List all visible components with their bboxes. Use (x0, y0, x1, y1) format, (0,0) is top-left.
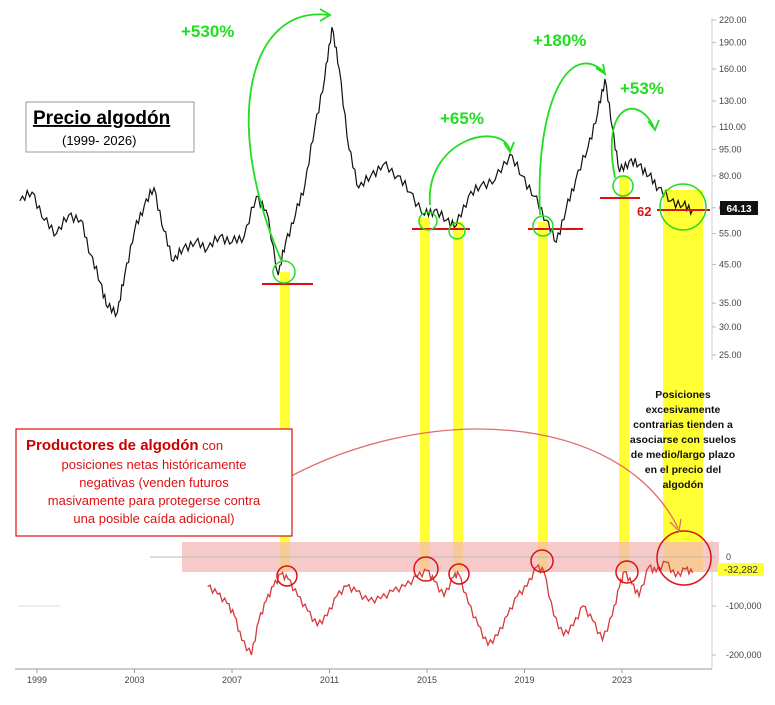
gain-label: +530% (181, 22, 234, 41)
current-position-box (718, 563, 764, 576)
position-circle (448, 563, 470, 585)
highlight-column (663, 190, 703, 572)
position-points (208, 562, 693, 655)
gain-label: +180% (533, 31, 586, 50)
gain-label: +65% (440, 109, 484, 128)
position-tick-label: 0 (726, 552, 731, 562)
annotation-line: algodón (663, 479, 704, 491)
gain-arrow-180-head (595, 63, 607, 76)
x-tick-label: 2011 (320, 675, 339, 685)
annotation-line: de medio/largo plazo (631, 449, 735, 461)
highlight-column (280, 272, 290, 572)
producers-line-2: posiciones netas históricamente (62, 457, 247, 472)
position-circle (413, 556, 439, 582)
producers-highlight: Productores de algodón (26, 437, 199, 454)
gain-arrow-65-head (503, 141, 515, 154)
price-tick-label: 130.00 (719, 96, 747, 106)
price-tick-label: 190.00 (719, 38, 747, 48)
current-price-label: 64.13 (726, 204, 751, 215)
position-circle (530, 549, 554, 573)
x-tick-label: 2003 (124, 675, 144, 685)
support-lines (262, 197, 710, 285)
position-circle (656, 530, 712, 586)
producers-line-3: negativas (venden futuros (79, 475, 229, 490)
producers-line-5: una posible caída adicional) (73, 511, 234, 526)
price-tick-label: 25.00 (719, 350, 742, 360)
price-tick-label: 110.00 (719, 122, 746, 132)
bottom-circle (418, 211, 438, 231)
price-tick-label: 80.00 (719, 171, 742, 181)
price-tick-label: 30.00 (719, 322, 742, 332)
support-label: 62 (637, 204, 651, 219)
highlight-column (453, 222, 463, 572)
price-tick-label: 95.00 (719, 144, 742, 154)
producers-line-1: Productores de algodón con (26, 437, 223, 454)
highlight-column (420, 218, 430, 572)
producers-arrow (274, 428, 679, 529)
annotation-line: asociarse con suelos (630, 434, 736, 446)
producers-line-4: masivamente para protegerse contra (48, 493, 261, 508)
gain-arrow-530-head (319, 8, 332, 22)
gain-arrow-53-head (647, 119, 660, 132)
producers-arrow-head (669, 518, 682, 533)
contrarian-annotation: Posiciones excesivamente contrarias tien… (630, 389, 736, 491)
x-tick-label: 1999 (27, 675, 47, 685)
price-tick-label: 45.00 (719, 259, 742, 269)
x-tick-label: 2019 (514, 675, 534, 685)
price-tick-label: 220.00 (719, 15, 747, 25)
current-price-box (720, 201, 758, 215)
price-tick-label: 160.00 (719, 64, 747, 74)
position-tick-label: -100,000 (726, 601, 762, 611)
price-series-line (19, 27, 694, 319)
annotation-line: excesivamente (646, 404, 721, 416)
bottom-circle (659, 183, 707, 231)
annotation-line: Posiciones (655, 389, 711, 401)
x-axis: 1999 2003 2007 2011 2015 2019 2023 (27, 669, 632, 685)
chart-title: Precio algodón (33, 108, 170, 129)
price-tick-label: 55.00 (719, 229, 742, 239)
price-points (20, 27, 693, 312)
gain-arrow-65 (429, 135, 511, 206)
position-tick-label: -200,000 (726, 650, 762, 660)
bottom-circle (272, 260, 296, 284)
position-series-line (207, 560, 694, 656)
gain-arrow-53 (610, 107, 655, 179)
x-tick-label: 2015 (417, 675, 437, 685)
bottom-circle (612, 175, 634, 197)
title-box (25, 101, 195, 153)
gain-arrows (247, 8, 660, 263)
x-tick-label: 2023 (612, 675, 632, 685)
position-y-axis: 0 -100,000 -200,000 (712, 552, 762, 660)
price-bottom-circles (272, 175, 707, 284)
gain-arrow-530 (247, 13, 329, 263)
position-circle (276, 565, 298, 587)
chart-subtitle: (1999- 2026) (62, 133, 136, 148)
producers-text-1: con (199, 438, 224, 453)
position-circles (276, 530, 712, 587)
gain-label: +53% (620, 79, 664, 98)
bottom-circle (532, 215, 554, 237)
bottom-circle (448, 222, 466, 240)
current-position-label: -32,282 (724, 565, 758, 576)
annotation-line: contrarias tienden a (633, 419, 733, 431)
gain-arrow-180 (538, 62, 605, 216)
price-y-axis: 220.00 190.00 160.00 130.00 110.00 95.00 80.00… (712, 15, 747, 360)
highlight-columns (280, 175, 703, 572)
annotation-line: en el precio del (645, 464, 722, 476)
producers-box (15, 428, 293, 537)
highlight-column (538, 222, 548, 572)
highlight-column (619, 175, 629, 572)
x-tick-label: 2007 (222, 675, 242, 685)
price-tick-label: 35.00 (719, 298, 742, 308)
position-circle (615, 560, 639, 584)
